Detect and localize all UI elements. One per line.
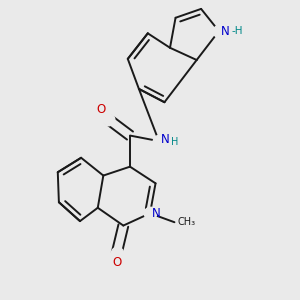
Text: H: H	[171, 137, 178, 147]
Text: N: N	[221, 25, 230, 38]
Text: O: O	[112, 256, 121, 268]
Text: N: N	[161, 134, 170, 146]
Text: N: N	[152, 207, 161, 220]
Text: -H: -H	[231, 26, 243, 36]
Text: O: O	[96, 103, 106, 116]
Text: CH₃: CH₃	[178, 217, 196, 227]
